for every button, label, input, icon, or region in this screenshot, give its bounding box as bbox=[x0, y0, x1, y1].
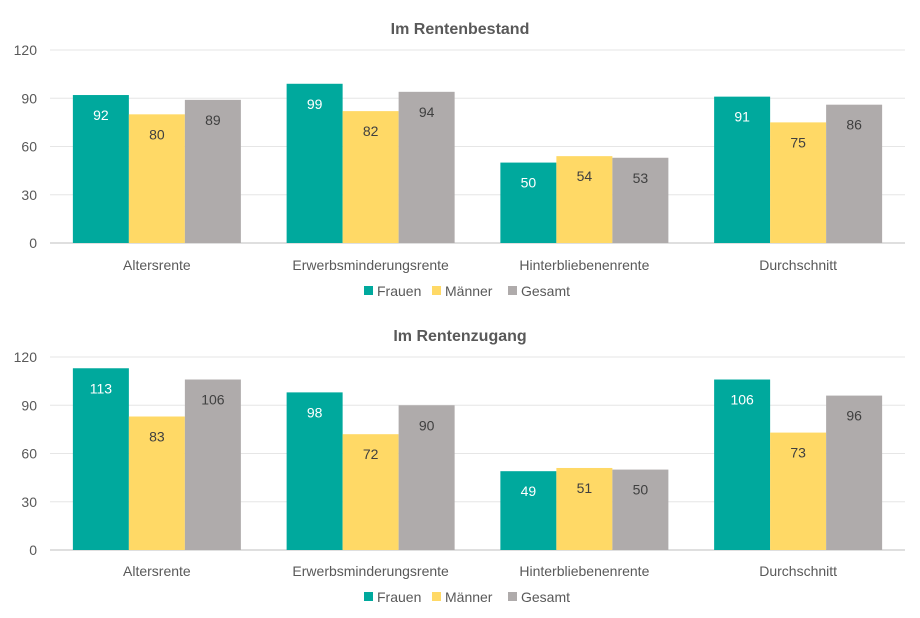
legend-label: Männer bbox=[445, 283, 493, 299]
legend-label: Männer bbox=[445, 589, 493, 605]
y-tick-label: 60 bbox=[21, 139, 37, 155]
bar-gesamt bbox=[826, 395, 883, 550]
data-label: 49 bbox=[521, 483, 537, 499]
legend-swatch bbox=[508, 286, 517, 295]
bar-frauen bbox=[72, 95, 129, 244]
legend-swatch bbox=[364, 286, 373, 295]
data-label: 98 bbox=[307, 404, 323, 420]
category-label: Hinterbliebenenrente bbox=[519, 257, 649, 273]
legend-swatch bbox=[432, 286, 441, 295]
bar-männer bbox=[770, 432, 827, 550]
bar-gesamt bbox=[184, 379, 241, 550]
category-label: Altersrente bbox=[123, 257, 191, 273]
y-tick-label: 30 bbox=[21, 494, 37, 510]
legend-label: Gesamt bbox=[521, 589, 570, 605]
legend-label: Gesamt bbox=[521, 283, 570, 299]
chart-2: Im Rentenzugang 0 30 60 90 120 Altersrente 113 8… bbox=[14, 328, 905, 605]
data-label: 94 bbox=[419, 104, 435, 120]
data-label: 72 bbox=[363, 446, 379, 462]
bar-frauen bbox=[72, 368, 129, 550]
bar-männer bbox=[770, 122, 827, 243]
bar-gesamt bbox=[398, 405, 455, 550]
category-label: Erwerbsminderungsrente bbox=[292, 563, 449, 579]
bar-gesamt bbox=[826, 104, 883, 243]
category-label: Hinterbliebenenrente bbox=[519, 563, 649, 579]
legend-label: Frauen bbox=[377, 589, 421, 605]
y-tick-label: 120 bbox=[14, 42, 38, 58]
data-label: 86 bbox=[846, 117, 862, 133]
data-label: 53 bbox=[633, 170, 649, 186]
y-tick-label: 90 bbox=[21, 90, 37, 106]
bar-männer bbox=[342, 434, 399, 550]
data-label: 50 bbox=[521, 175, 537, 191]
bar-frauen bbox=[500, 162, 557, 243]
data-label: 113 bbox=[90, 380, 113, 396]
bar-frauen bbox=[714, 379, 771, 550]
bar-gesamt bbox=[398, 91, 455, 243]
category-label: Durchschnitt bbox=[759, 563, 837, 579]
data-label: 92 bbox=[93, 107, 109, 123]
category-label: Durchschnitt bbox=[759, 257, 837, 273]
chart-title: Im Rentenzugang bbox=[393, 328, 526, 345]
bar-gesamt bbox=[612, 469, 669, 550]
bar-frauen bbox=[500, 471, 557, 550]
data-label: 73 bbox=[790, 445, 806, 461]
data-label: 83 bbox=[149, 429, 165, 445]
y-tick-label: 60 bbox=[21, 446, 37, 462]
data-label: 96 bbox=[846, 408, 862, 424]
legend-swatch bbox=[364, 592, 373, 601]
bar-männer bbox=[342, 111, 399, 243]
data-label: 80 bbox=[149, 126, 165, 142]
data-label: 82 bbox=[363, 123, 379, 139]
legend-swatch bbox=[432, 592, 441, 601]
data-label: 75 bbox=[790, 134, 806, 150]
category-label: Altersrente bbox=[123, 563, 191, 579]
data-label: 99 bbox=[307, 96, 323, 112]
y-tick-label: 30 bbox=[21, 187, 37, 203]
bar-männer bbox=[128, 416, 185, 550]
data-label: 50 bbox=[633, 482, 649, 498]
y-tick-label: 0 bbox=[29, 542, 37, 558]
data-label: 89 bbox=[205, 112, 221, 128]
data-label: 106 bbox=[730, 392, 754, 408]
bar-gesamt bbox=[184, 99, 241, 243]
bar-gesamt bbox=[612, 157, 669, 243]
bar-männer bbox=[556, 467, 613, 550]
data-label: 106 bbox=[201, 392, 225, 408]
category-label: Erwerbsminderungsrente bbox=[292, 257, 449, 273]
chart-title: Im Rentenbestand bbox=[391, 21, 530, 38]
y-tick-label: 0 bbox=[29, 235, 37, 251]
legend-swatch bbox=[508, 592, 517, 601]
bar-männer bbox=[556, 156, 613, 243]
data-label: 54 bbox=[577, 168, 593, 184]
bar-frauen bbox=[286, 392, 343, 550]
data-label: 91 bbox=[734, 109, 750, 125]
bar-frauen bbox=[714, 96, 771, 244]
data-label: 51 bbox=[577, 480, 593, 496]
y-tick-label: 120 bbox=[14, 349, 38, 365]
data-label: 90 bbox=[419, 417, 435, 433]
y-tick-label: 90 bbox=[21, 397, 37, 413]
bar-männer bbox=[128, 114, 185, 243]
bar-frauen bbox=[286, 83, 343, 244]
chart-1: Im Rentenbestand 0 30 60 90 120 Altersrente 92 8… bbox=[14, 21, 905, 299]
legend-label: Frauen bbox=[377, 283, 421, 299]
